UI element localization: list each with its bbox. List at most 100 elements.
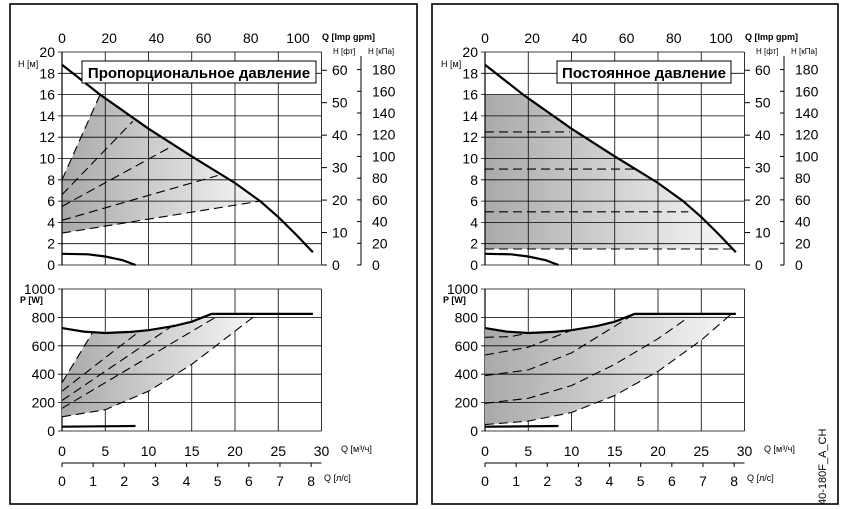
gpm-tick-label: 60	[619, 30, 635, 46]
h-dashed-curve-0	[61, 94, 101, 181]
p-axis-label: P [W]	[443, 295, 466, 305]
q-tick-label: 10	[564, 443, 580, 459]
ls-tick-label: 7	[699, 473, 707, 489]
gpm-tick-label: 20	[101, 30, 117, 46]
p-tick-label: 400	[455, 366, 479, 382]
p-dashed-curve-0	[61, 332, 93, 383]
h-tick-label: 20	[462, 44, 478, 60]
h-tick-label: 16	[39, 87, 55, 103]
h-max-curve	[61, 63, 314, 253]
p-tick-label: 0	[470, 423, 478, 439]
ls-tick-label: 2	[543, 473, 551, 489]
kpa-tick-label: 140	[795, 105, 819, 121]
chart-title: Пропорциональное давление	[88, 65, 310, 82]
p-max-curve	[484, 312, 736, 335]
kpa-axis-label: H [кПа]	[368, 47, 394, 56]
ft-tick-label: 40	[755, 127, 771, 143]
gpm-tick-label: 100	[709, 30, 733, 46]
q-tick-label: 0	[481, 443, 489, 459]
gpm-tick-label: 80	[666, 30, 682, 46]
ls-tick-label: 3	[152, 473, 160, 489]
ls-tick-label: 8	[307, 473, 315, 489]
q-tick-label: 10	[141, 443, 157, 459]
p-dashed-curve-4	[61, 314, 257, 418]
gpm-tick-label: 60	[196, 30, 212, 46]
h-tick-label: 12	[462, 129, 478, 145]
p-operating-region	[62, 313, 257, 417]
h-tick-label: 8	[47, 172, 55, 188]
ft-tick-label: 60	[755, 62, 771, 78]
ft-tick-label: 0	[755, 257, 763, 273]
kpa-tick-label: 180	[372, 62, 396, 78]
kpa-tick-label: 180	[795, 62, 819, 78]
p-dashed-curve-0	[484, 332, 529, 338]
gpm-tick-label: 40	[149, 30, 165, 46]
kpa-tick-label: 120	[372, 127, 396, 143]
gpm-axis-label: Q [Imp gpm]	[322, 32, 375, 42]
kpa-tick-label: 20	[795, 235, 811, 251]
p-dashed-curve-4	[484, 313, 732, 426]
kpa-tick-label: 40	[372, 214, 388, 230]
p-tick-label: 800	[455, 309, 479, 325]
gpm-tick-label: 40	[572, 30, 588, 46]
p-dashed-curve-2	[484, 313, 635, 377]
p-axis-label: P [W]	[20, 295, 43, 305]
q-tick-label: 30	[314, 443, 330, 459]
h-tick-label: 4	[470, 214, 478, 230]
h-min-curve	[484, 252, 559, 267]
p-tick-label: 200	[455, 395, 479, 411]
kpa-tick-label: 120	[795, 127, 819, 143]
q-tick-label: 5	[524, 443, 532, 459]
h-tick-label: 10	[462, 151, 478, 167]
h-tick-label: 20	[39, 44, 55, 60]
chart-title: Постоянное давление	[562, 65, 726, 82]
q-tick-label: 20	[650, 443, 666, 459]
ft-tick-label: 0	[332, 257, 340, 273]
gpm-tick-label: 20	[524, 30, 540, 46]
q-tick-label: 0	[58, 443, 66, 459]
ls-tick-label: 0	[481, 473, 489, 489]
q-tick-label: 15	[607, 443, 623, 459]
kpa-tick-label: 160	[795, 83, 819, 99]
p-tick-label: 1000	[447, 281, 478, 297]
kpa-axis-label: H [кПа]	[791, 47, 817, 56]
h-dashed-curve-1	[61, 120, 134, 196]
h-max-curve	[484, 63, 737, 253]
p-dashed-curve-3	[61, 315, 218, 409]
q-axis-label: Q [м³/ч]	[341, 444, 372, 454]
p-dashed-curve-3	[484, 316, 689, 404]
gpm-axis-label: Q [Imp gpm]	[745, 32, 798, 42]
p-tick-label: 1000	[24, 281, 55, 297]
h-tick-label: 0	[470, 257, 478, 273]
h-tick-label: 8	[470, 172, 478, 188]
q-tick-label: 15	[184, 443, 200, 459]
p-min-curve	[484, 424, 559, 428]
ft-tick-label: 40	[332, 127, 348, 143]
h-tick-label: 2	[470, 236, 478, 252]
kpa-tick-label: 100	[795, 148, 819, 164]
h-tick-label: 18	[462, 65, 478, 81]
ft-tick-label: 60	[332, 62, 348, 78]
h-tick-label: 6	[47, 193, 55, 209]
kpa-tick-label: 80	[372, 170, 388, 186]
title-box	[556, 60, 732, 84]
ls-tick-label: 6	[668, 473, 676, 489]
h-tick-label: 12	[39, 129, 55, 145]
h-tick-label: 10	[39, 151, 55, 167]
kpa-tick-label: 0	[795, 257, 803, 273]
ft-tick-label: 10	[755, 225, 771, 241]
h-tick-label: 2	[47, 236, 55, 252]
p-tick-label: 400	[32, 366, 56, 382]
h-operating-region	[485, 94, 733, 249]
p-tick-label: 200	[32, 395, 56, 411]
q-axis-label: Q [м³/ч]	[764, 444, 795, 454]
ft-tick-label: 50	[755, 95, 771, 111]
ft-tick-label: 20	[755, 192, 771, 208]
h-tick-label: 14	[462, 108, 478, 124]
title-box	[81, 60, 317, 84]
gpm-tick-label: 100	[286, 30, 310, 46]
p-tick-label: 800	[32, 309, 56, 325]
h-tick-label: 14	[39, 108, 55, 124]
